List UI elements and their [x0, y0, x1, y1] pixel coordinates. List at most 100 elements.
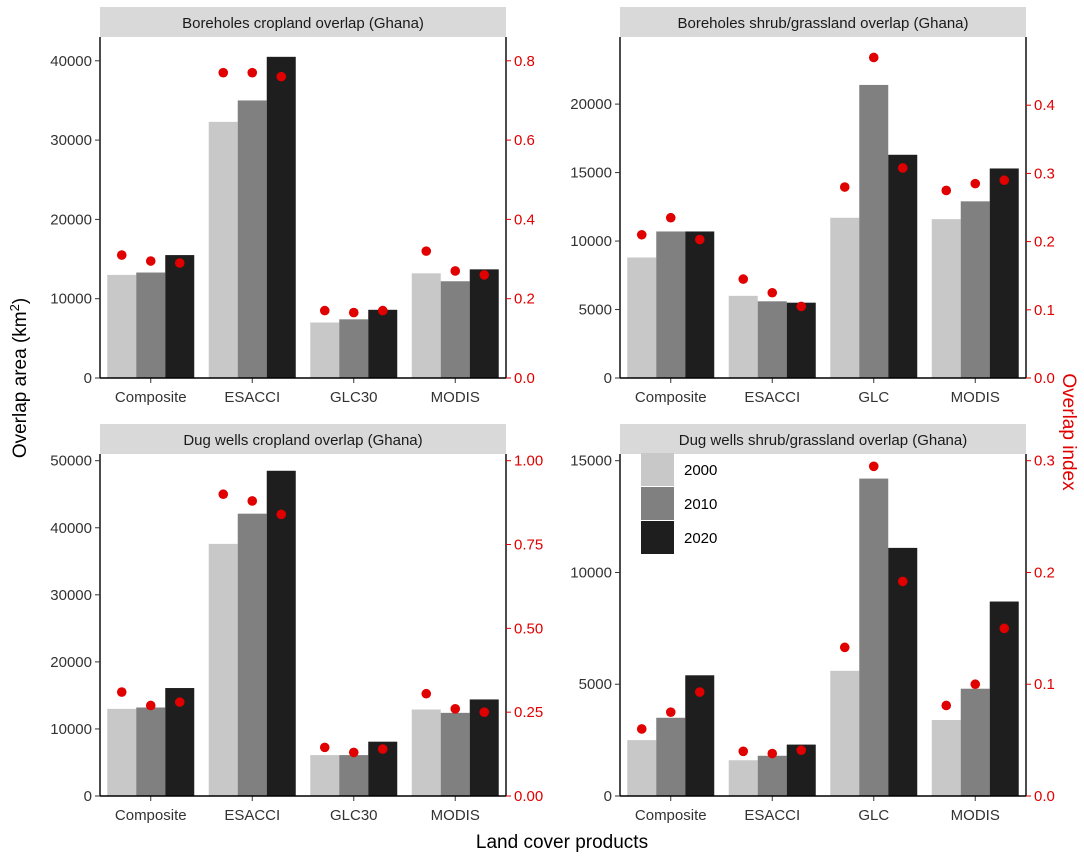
bar-modis-2010 [960, 201, 990, 378]
dot-esacci-2010 [247, 496, 258, 506]
y2-tick-label: 0.6 [514, 132, 535, 149]
dot-modis-2020 [999, 175, 1010, 186]
dot-modis-2000 [941, 185, 952, 196]
bar-modis-2020 [989, 168, 1019, 378]
x-tick-label: GLC [858, 389, 889, 406]
dot-glc-2020 [897, 576, 908, 587]
y2-tick-label: 0.3 [1034, 165, 1055, 182]
x-axis-title: Land cover products [476, 832, 648, 853]
dot-composite-2010 [665, 707, 676, 717]
x-tick-label: Composite [635, 389, 707, 406]
strip-background [620, 7, 1026, 37]
x-tick-label: ESACCI [744, 807, 800, 824]
dot-glc30-2020 [377, 744, 388, 754]
dot-composite-2020 [174, 697, 185, 707]
bar-composite-2000 [627, 740, 657, 796]
dot-glc-2010 [868, 52, 879, 63]
x-tick-label: Composite [115, 389, 187, 406]
bar-esacci-2010 [237, 100, 267, 378]
y-tick-label: 0 [604, 788, 612, 805]
y-axis-title-suffix: ) [10, 298, 31, 304]
x-tick-label: ESACCI [224, 389, 280, 406]
dot-glc30-2010 [348, 307, 359, 318]
y2-tick-label: 0.0 [1034, 370, 1055, 387]
panel-4: Dug wells shrub/grassland overlap (Ghana… [570, 424, 1055, 824]
dot-modis-2010 [970, 679, 981, 690]
bar-composite-2010 [656, 231, 686, 378]
y2-tick-label: 1.00 [514, 453, 543, 470]
x-tick-label: ESACCI [224, 807, 280, 824]
bar-composite-2010 [136, 272, 166, 378]
panels: Boreholes cropland overlap (Ghana) Compos… [50, 7, 1055, 824]
y-tick-label: 10000 [50, 291, 92, 308]
y2-tick-label: 0.00 [514, 788, 543, 805]
dot-composite-2010 [145, 256, 156, 266]
strip-title: Boreholes shrub/grassland overlap (Ghana… [678, 15, 969, 32]
bar-modis-2010 [960, 688, 990, 796]
x-tick-label: GLC [858, 807, 889, 824]
bar-glc30-2020 [368, 309, 398, 378]
dot-esacci-2010 [767, 287, 778, 298]
bar-glc30-2010 [339, 755, 369, 796]
bar-esacci-2000 [728, 295, 758, 378]
strip-background [100, 424, 506, 454]
bar-esacci-2000 [728, 760, 758, 796]
bar-esacci-2010 [757, 301, 787, 378]
panel-2: Boreholes shrub/grassland overlap (Ghana… [570, 7, 1055, 406]
bar-glc-2020 [888, 547, 918, 796]
bar-esacci-2020 [266, 56, 296, 378]
y2-axis-title: Overlap index [1058, 373, 1079, 491]
legend: 2000 2010 2020 [641, 453, 717, 554]
dot-esacci-2020 [796, 745, 807, 755]
y-tick-label: 0 [84, 370, 92, 387]
bar-composite-2010 [656, 717, 686, 796]
panel-3: Dug wells cropland overlap (Ghana) Compos… [50, 424, 543, 824]
x-tick-label: Composite [635, 807, 707, 824]
dot-modis-2000 [421, 246, 432, 256]
y-tick-label: 10000 [570, 233, 612, 250]
dot-glc30-2000 [319, 305, 330, 316]
dot-esacci-2000 [218, 67, 229, 78]
y2-tick-label: 0.25 [514, 704, 543, 721]
bar-modis-2020 [469, 269, 499, 378]
bar-composite-2000 [627, 257, 657, 378]
bar-modis-2000 [931, 720, 961, 796]
x-tick-label: MODIS [951, 807, 1000, 824]
y2-tick-label: 0.2 [1034, 234, 1055, 251]
bar-esacci-2000 [208, 543, 238, 796]
y-tick-label: 50000 [50, 453, 92, 470]
x-tick-label: MODIS [431, 389, 480, 406]
bar-modis-2000 [411, 709, 441, 796]
x-tick-label: MODIS [431, 807, 480, 824]
bar-glc-2010 [859, 84, 889, 378]
y-tick-label: 30000 [50, 587, 92, 604]
y-axis-title: Overlap area (km2) [7, 298, 32, 458]
bar-composite-2020 [685, 231, 715, 378]
dot-glc-2010 [868, 461, 879, 472]
dot-esacci-2020 [796, 301, 807, 312]
dot-glc-2000 [839, 642, 850, 653]
bar-modis-2020 [989, 601, 1019, 796]
strip-title: Dug wells shrub/grassland overlap (Ghana… [679, 432, 967, 449]
panel-1: Boreholes cropland overlap (Ghana) Compos… [50, 7, 535, 406]
x-tick-label: GLC30 [330, 389, 378, 406]
dot-esacci-2000 [738, 746, 749, 757]
bar-glc-2020 [888, 154, 918, 378]
y2-tick-label: 0.3 [1034, 453, 1055, 470]
y-tick-label: 0 [84, 788, 92, 805]
dot-composite-2000 [636, 229, 647, 240]
y2-tick-label: 0.0 [1034, 788, 1055, 805]
legend-swatch-2020 [641, 521, 674, 554]
y2-tick-label: 0.50 [514, 620, 543, 637]
y2-tick-label: 0.1 [1034, 302, 1055, 319]
legend-label-2000: 2000 [684, 462, 717, 479]
dot-glc30-2010 [348, 747, 359, 758]
dot-composite-2010 [145, 700, 156, 711]
bar-glc30-2000 [310, 322, 340, 378]
legend-swatch-2010 [641, 487, 674, 520]
y2-tick-label: 0.2 [514, 291, 535, 308]
y-tick-label: 15000 [570, 165, 612, 182]
y-tick-label: 20000 [50, 211, 92, 228]
bar-composite-2000 [107, 274, 137, 378]
x-tick-label: GLC30 [330, 807, 378, 824]
